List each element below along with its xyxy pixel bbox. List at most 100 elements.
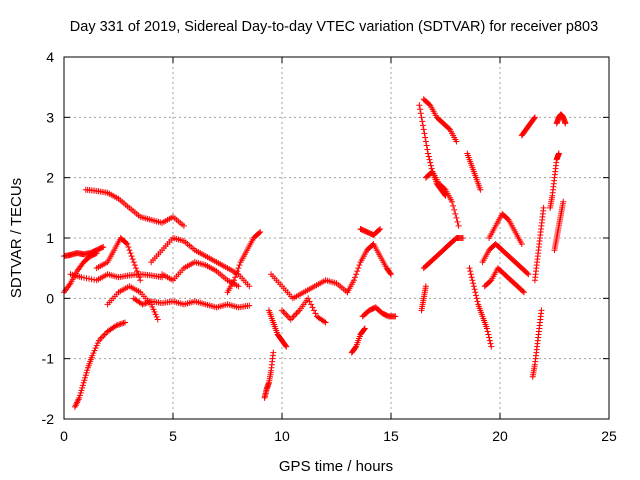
data-point xyxy=(78,387,85,394)
data-point xyxy=(518,241,525,248)
data-point xyxy=(474,298,481,305)
data-point xyxy=(93,342,100,349)
data-point xyxy=(152,311,159,318)
y-tick-label: 4 xyxy=(46,49,54,65)
y-tick-label: 3 xyxy=(46,109,54,125)
data-point xyxy=(180,222,187,229)
data-point xyxy=(100,333,107,340)
data-point xyxy=(76,392,83,399)
data-point xyxy=(83,275,90,282)
data-point xyxy=(283,311,290,318)
data-point xyxy=(308,301,315,308)
data-point xyxy=(417,110,424,117)
data-point xyxy=(321,318,328,325)
data-point xyxy=(309,304,316,311)
data-point xyxy=(236,262,243,269)
data-point xyxy=(466,265,473,272)
y-tick-label: 0 xyxy=(46,290,54,306)
data-point xyxy=(101,331,108,338)
data-point xyxy=(422,283,429,290)
data-point xyxy=(136,274,143,281)
data-point xyxy=(279,307,285,314)
data-point xyxy=(86,275,93,282)
data-point xyxy=(256,229,263,236)
data-point xyxy=(441,191,448,198)
series-arc-l xyxy=(261,349,277,401)
data-point xyxy=(531,114,538,121)
data-point xyxy=(91,347,98,354)
gridlines xyxy=(64,57,609,419)
data-point xyxy=(99,244,106,251)
data-point xyxy=(419,118,426,125)
data-point xyxy=(420,126,427,133)
series-arc-af xyxy=(531,204,547,284)
data-point xyxy=(114,321,121,328)
data-point xyxy=(469,277,476,284)
data-point xyxy=(90,350,97,357)
y-axis-label: SDTVAR / TECUs xyxy=(8,178,25,298)
series-arc-i xyxy=(148,235,253,290)
data-point xyxy=(132,265,139,272)
y-tick-label: -2 xyxy=(42,411,55,427)
data-point xyxy=(471,286,478,293)
series-arc-n xyxy=(268,271,351,302)
x-tick-label: 15 xyxy=(383,428,399,444)
y-tick-label: 2 xyxy=(46,170,54,186)
data-point xyxy=(555,150,562,157)
data-point xyxy=(246,302,253,309)
data-point xyxy=(417,106,424,113)
data-point xyxy=(140,300,147,307)
data-point xyxy=(361,326,368,333)
data-point xyxy=(487,340,494,347)
data-point xyxy=(83,369,90,376)
data-point xyxy=(423,142,430,149)
data-point xyxy=(232,274,239,281)
data-point xyxy=(356,262,363,269)
series-arc-z xyxy=(466,265,495,350)
series-arc-x xyxy=(418,283,429,314)
data-point xyxy=(418,114,425,121)
data-point xyxy=(450,202,457,209)
y-tick-label: 1 xyxy=(46,230,54,246)
data-point xyxy=(467,271,474,278)
data-point xyxy=(422,134,429,141)
data-point xyxy=(231,277,238,284)
data-point xyxy=(392,313,399,320)
data-point xyxy=(477,186,484,193)
data-point xyxy=(148,301,155,308)
data-point xyxy=(353,271,360,278)
data-point xyxy=(233,271,240,278)
data-point xyxy=(488,343,495,350)
series-arc-ab xyxy=(481,265,527,296)
data-point xyxy=(290,313,297,320)
data-point xyxy=(560,198,567,205)
data-point xyxy=(78,274,85,281)
data-point xyxy=(427,159,434,166)
data-point xyxy=(473,292,480,299)
series-arc-v xyxy=(420,235,466,272)
series-arc-w xyxy=(422,168,462,229)
data-point xyxy=(455,222,462,229)
series-arc-m xyxy=(265,307,290,350)
x-tick-label: 0 xyxy=(60,428,68,444)
data-point xyxy=(472,289,479,296)
series-arc-c xyxy=(71,319,129,410)
data-point xyxy=(504,215,511,222)
data-point xyxy=(538,307,545,314)
data-point xyxy=(88,276,95,283)
data-point xyxy=(80,274,87,281)
series-arc-ah xyxy=(553,111,569,127)
series-arc-aa xyxy=(479,241,532,278)
data-point xyxy=(453,138,460,145)
data-point xyxy=(143,299,150,306)
series-arc-ad xyxy=(518,114,538,139)
data-point xyxy=(130,259,137,266)
data-point xyxy=(486,337,493,344)
data-point xyxy=(89,352,96,359)
data-point xyxy=(131,262,138,269)
data-markers xyxy=(61,96,569,410)
series-arc-o xyxy=(279,295,329,326)
data-point xyxy=(451,206,458,213)
series-arc-y xyxy=(464,150,484,193)
data-point xyxy=(77,389,84,396)
